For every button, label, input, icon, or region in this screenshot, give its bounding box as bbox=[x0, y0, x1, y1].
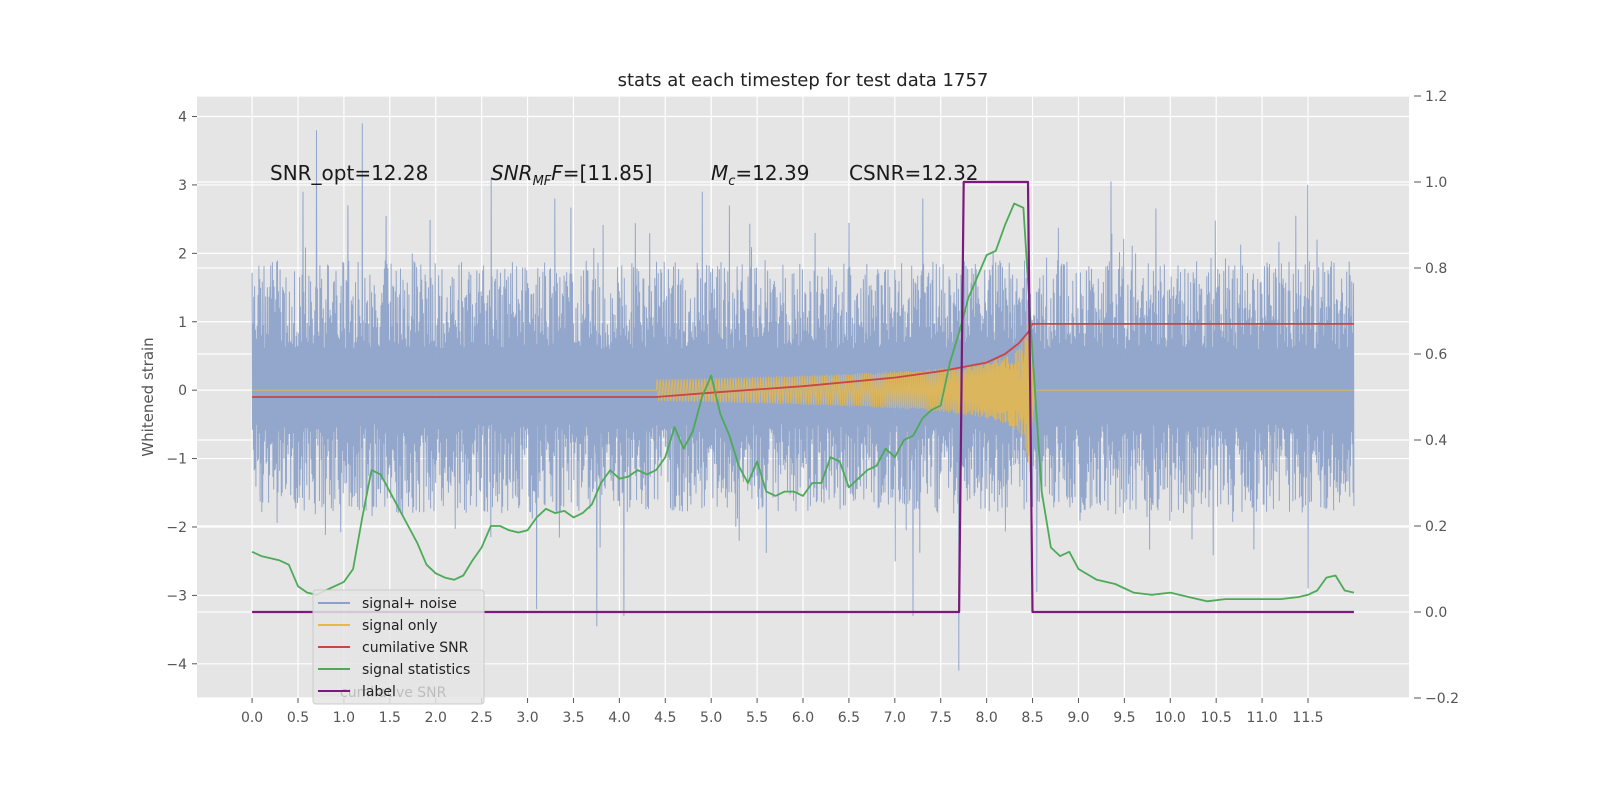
x-tick-label: 10.0 bbox=[1155, 710, 1186, 726]
legend-label: cumilative SNR bbox=[362, 640, 469, 656]
x-tick-label: 10.5 bbox=[1201, 710, 1232, 726]
annotation-mc-rest: =12.39 bbox=[735, 161, 809, 185]
y2-tick-label: −0.2 bbox=[1425, 691, 1459, 707]
annotation-csnr: CSNR=12.32 bbox=[849, 161, 979, 185]
chart-title: stats at each timestep for test data 175… bbox=[618, 70, 989, 91]
series-layer bbox=[251, 123, 1355, 671]
series-signal-only bbox=[252, 320, 1354, 463]
x-tick-label: 4.0 bbox=[608, 710, 630, 726]
x-tick-label: 8.0 bbox=[976, 710, 998, 726]
y-axis-right: 1.2 1.0 0.8 0.6 0.4 0.2 0.0 −0.2 bbox=[1414, 89, 1459, 707]
x-tick-label: 11.5 bbox=[1292, 710, 1323, 726]
x-tick-label: 11.0 bbox=[1247, 710, 1278, 726]
annotation-snr-mf-sub: MF bbox=[533, 174, 552, 189]
series-label bbox=[252, 180, 1354, 614]
y-tick-label: −3 bbox=[166, 588, 187, 604]
x-tick-label: 4.5 bbox=[654, 710, 676, 726]
x-tick-label: 5.0 bbox=[700, 710, 722, 726]
x-tick-label: 9.0 bbox=[1067, 710, 1089, 726]
x-tick-label: 5.5 bbox=[746, 710, 768, 726]
legend: cumilative SNR signal+ noise signal only c… bbox=[312, 589, 485, 705]
annotation-mc-main: M bbox=[711, 161, 728, 185]
x-tick-label: 0.5 bbox=[287, 710, 309, 726]
y-tick-label: 4 bbox=[178, 110, 187, 126]
y-tick-label: −4 bbox=[166, 657, 187, 673]
y-tick-label: −1 bbox=[166, 452, 187, 468]
x-tick-label: 7.0 bbox=[884, 710, 906, 726]
legend-label: signal statistics bbox=[362, 662, 470, 678]
x-tick-label: 2.0 bbox=[425, 710, 447, 726]
y2-tick-label: 1.0 bbox=[1425, 175, 1447, 191]
annotation-mc: Mc=12.39 bbox=[711, 161, 809, 189]
y-tick-label: 3 bbox=[178, 178, 187, 194]
y2-tick-label: 0.0 bbox=[1425, 605, 1447, 621]
y2-tick-label: 1.2 bbox=[1425, 89, 1447, 105]
x-tick-label: 2.5 bbox=[471, 710, 493, 726]
series-signal-statistics bbox=[251, 202, 1355, 603]
annotations: SNR_opt=12.28 SNRMFF=[11.85] Mc=12.39 CS… bbox=[270, 161, 979, 189]
legend-label: signal only bbox=[362, 618, 437, 634]
x-tick-label: 6.5 bbox=[838, 710, 860, 726]
annotation-mc-sub: c bbox=[728, 174, 735, 189]
x-tick-label: 1.0 bbox=[333, 710, 355, 726]
y-axis-label: Whitened strain bbox=[139, 337, 157, 456]
annotation-snr-opt: SNR_opt=12.28 bbox=[270, 161, 428, 185]
x-tick-label: 8.5 bbox=[1021, 710, 1043, 726]
x-axis: 0.0 0.5 1.0 1.5 2.0 2.5 3.0 3.5 4.0 4.5 5.0 5.5 6.0 6… bbox=[241, 698, 1324, 726]
y-axis-left: 4 3 2 1 0 −1 −2 −3 −4 bbox=[166, 110, 197, 673]
y-tick-label: −2 bbox=[166, 520, 187, 536]
x-tick-label: 3.0 bbox=[516, 710, 538, 726]
x-tick-label: 3.5 bbox=[562, 710, 584, 726]
y2-tick-label: 0.6 bbox=[1425, 347, 1447, 363]
x-tick-label: 0.0 bbox=[241, 710, 263, 726]
y-tick-label: 2 bbox=[178, 246, 187, 262]
legend-label: signal+ noise bbox=[362, 596, 457, 612]
y2-tick-label: 0.4 bbox=[1425, 433, 1447, 449]
y2-tick-label: 0.2 bbox=[1425, 519, 1447, 535]
annotation-snr-mf: SNRMFF=[11.85] bbox=[491, 161, 652, 189]
x-tick-label: 6.0 bbox=[792, 710, 814, 726]
legend-items: signal+ noise signal only cumilative SNR si… bbox=[318, 596, 470, 700]
x-tick-label: 9.5 bbox=[1113, 710, 1135, 726]
legend-label: label bbox=[362, 684, 396, 700]
annotation-snr-mf-rest: =[11.85] bbox=[563, 161, 653, 185]
y-tick-label: 1 bbox=[178, 315, 187, 331]
legend-box bbox=[312, 589, 485, 705]
x-tick-label: 7.5 bbox=[930, 710, 952, 726]
annotation-snr-mf-f: F bbox=[551, 161, 563, 185]
legend-overlap-text: cumilative SNR bbox=[340, 685, 447, 701]
annotation-snr-mf-main: SNR bbox=[491, 161, 533, 185]
y2-tick-label: 0.8 bbox=[1425, 261, 1447, 277]
y-tick-label: 0 bbox=[178, 383, 187, 399]
x-tick-label: 1.5 bbox=[379, 710, 401, 726]
